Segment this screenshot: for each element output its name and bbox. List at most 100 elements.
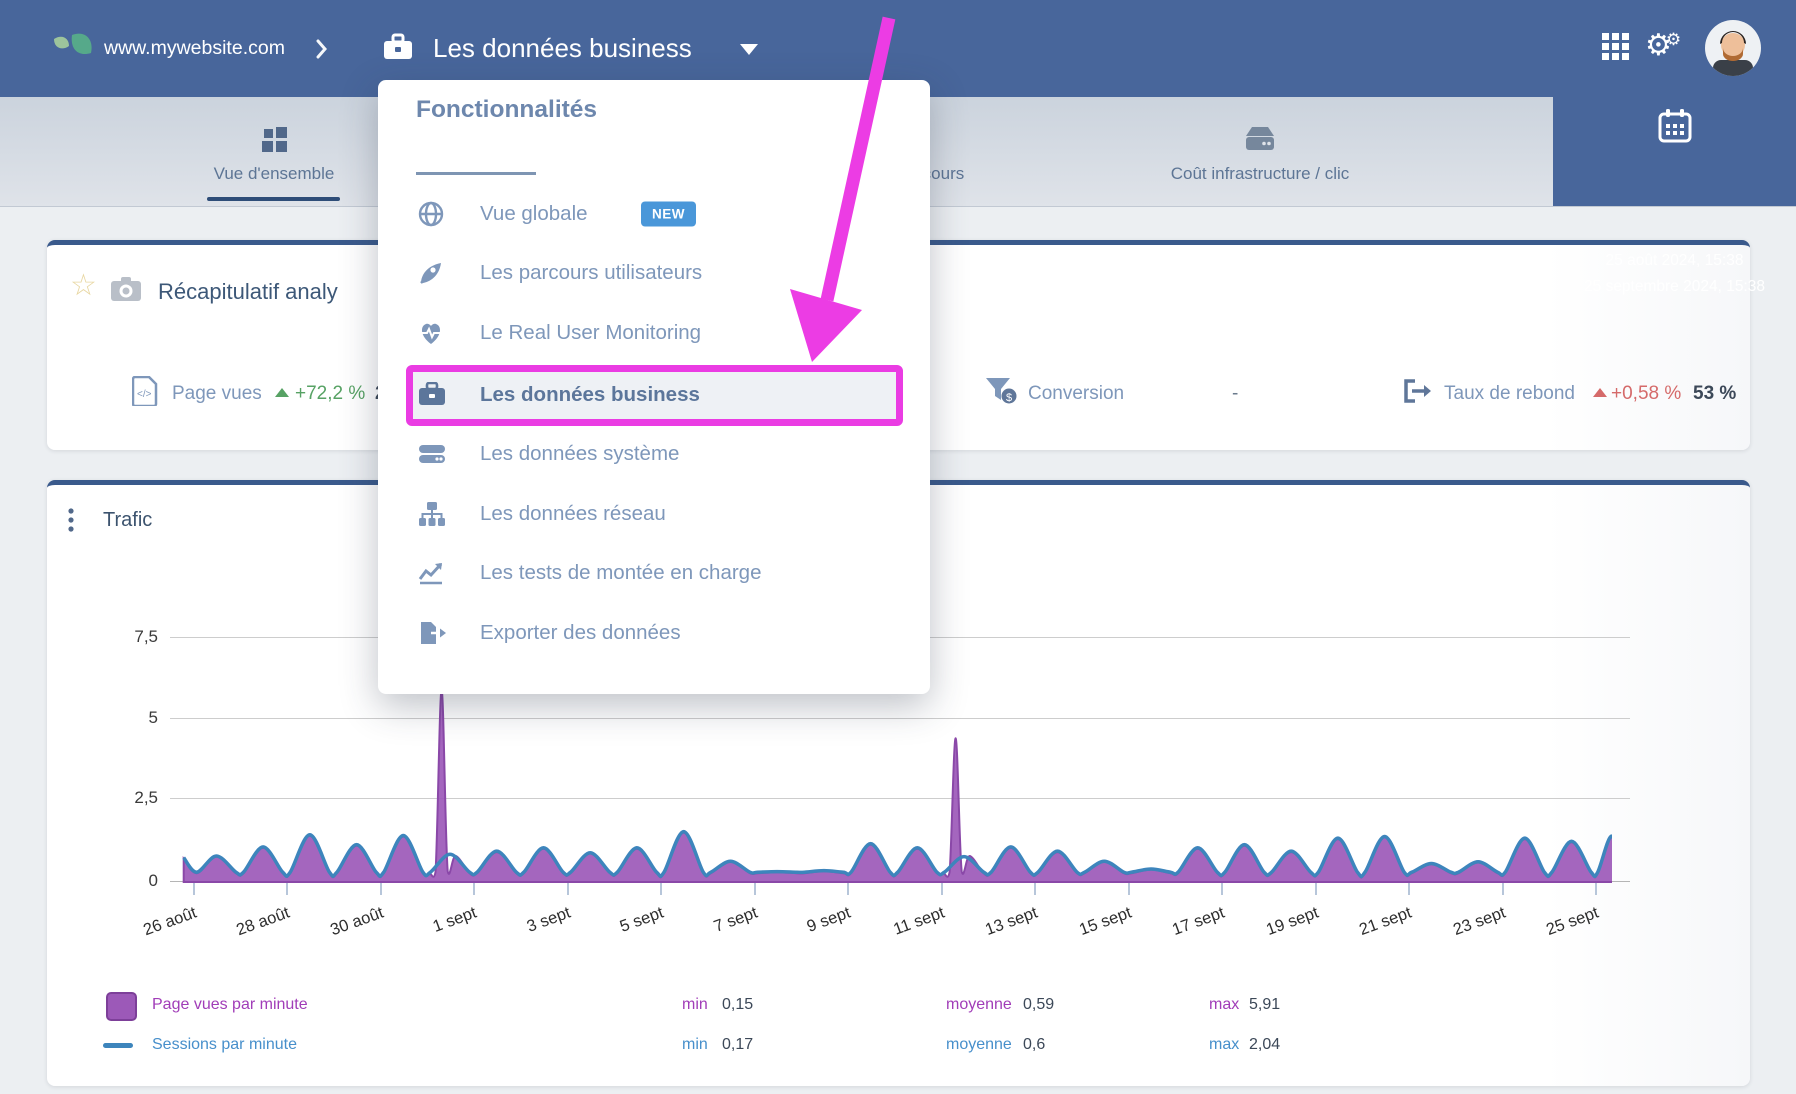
breadcrumb-site[interactable]: www.mywebsite.com xyxy=(104,37,285,59)
x-tick xyxy=(567,882,569,895)
tab-overview[interactable]: Vue d'ensemble xyxy=(213,164,335,183)
legend-label-pageviews[interactable]: Page vues par minute xyxy=(152,996,308,1013)
y-tick-label: 5 xyxy=(148,708,158,727)
stat-min-value: 0,15 xyxy=(722,996,754,1013)
metric-bounce-delta: +0,58 % xyxy=(1611,383,1682,404)
export-icon xyxy=(418,620,450,646)
kebab-menu-icon[interactable] xyxy=(68,508,74,532)
traffic-panel-title: Trafic xyxy=(103,509,153,531)
menu-item-label: Les tests de montée en charge xyxy=(480,561,762,584)
chart-line-icon xyxy=(418,561,450,585)
x-tick xyxy=(1034,882,1036,895)
y-tick-label: 7,5 xyxy=(134,627,158,646)
leaf-logo-icon[interactable] xyxy=(50,26,96,70)
features-dropdown: Fonctionnalités Vue globale NEW Les parc… xyxy=(378,80,930,694)
legend-label-sessions[interactable]: Sessions par minute xyxy=(152,1036,297,1053)
squares-icon xyxy=(259,124,289,154)
up-arrow-icon xyxy=(1593,388,1607,397)
date-start: 25 août 2024, 15:38 xyxy=(1605,252,1744,269)
up-arrow-icon xyxy=(275,388,289,397)
star-icon[interactable]: ☆ xyxy=(70,269,97,302)
briefcase-icon xyxy=(382,33,414,63)
funnel-dollar-icon: $ xyxy=(985,376,1017,406)
svg-text:</>: </> xyxy=(137,389,152,400)
chevron-right-icon xyxy=(316,39,328,59)
dropdown-heading: Fonctionnalités xyxy=(416,96,598,123)
stat-min-label: min xyxy=(682,996,708,1013)
menu-item-label: Le Real User Monitoring xyxy=(480,321,702,344)
stat-avg-label: moyenne xyxy=(946,1036,1012,1053)
caret-down-icon[interactable] xyxy=(740,44,758,55)
menu-item-vue-globale[interactable]: Vue globale NEW xyxy=(378,187,930,241)
gears-icon[interactable]: ⚙⚙ xyxy=(1645,29,1682,62)
x-tick xyxy=(473,882,475,895)
metric-pageviews-delta: +72,2 % xyxy=(295,383,366,404)
x-tick xyxy=(1221,882,1223,895)
menu-item-rum[interactable]: Le Real User Monitoring xyxy=(378,306,930,360)
annotation-highlight-box xyxy=(406,365,903,426)
x-tick xyxy=(193,882,195,895)
y-tick-label: 2,5 xyxy=(134,788,158,807)
exit-arrow-icon xyxy=(1402,378,1432,404)
x-tick xyxy=(1595,882,1597,895)
menu-item-donnees-business[interactable]: Les données business xyxy=(378,368,930,422)
x-tick xyxy=(754,882,756,895)
legend-swatch-sessions[interactable] xyxy=(103,1043,133,1048)
traffic-chart-canvas[interactable] xyxy=(60,550,1612,888)
section-title[interactable]: Les données business xyxy=(433,33,692,63)
metric-pageviews-label[interactable]: Page vues xyxy=(172,383,262,404)
stat-avg-value: 0,59 xyxy=(1023,996,1055,1013)
x-tick xyxy=(1315,882,1317,895)
stat-avg-label: moyenne xyxy=(946,996,1012,1013)
heading-underline xyxy=(416,172,536,175)
stat-avg-value: 0,6 xyxy=(1023,1036,1046,1053)
active-tab-underline xyxy=(207,197,340,201)
stat-max-value: 5,91 xyxy=(1249,996,1281,1013)
metric-bounce-label[interactable]: Taux de rebond xyxy=(1444,383,1575,404)
menu-item-donnees-systeme[interactable]: Les données système xyxy=(378,427,930,481)
menu-item-label: Les données business xyxy=(480,383,700,406)
x-tick xyxy=(660,882,662,895)
summary-panel-title: Récapitulatif analy xyxy=(158,279,338,304)
x-tick xyxy=(1502,882,1504,895)
new-badge: NEW xyxy=(641,201,696,227)
tab-infra-cost[interactable]: Coût infrastructure / clic xyxy=(1170,164,1350,183)
stat-min-label: min xyxy=(682,1036,708,1053)
menu-item-label: Vue globale xyxy=(480,202,588,225)
server-cost-icon xyxy=(1243,126,1277,152)
gridline xyxy=(170,718,1630,719)
menu-item-donnees-reseau[interactable]: Les données réseau xyxy=(378,487,930,541)
date-end: 25 septembre 2024, 15:38 xyxy=(1584,278,1765,295)
camera-icon[interactable] xyxy=(110,276,142,302)
rocket-icon xyxy=(418,260,450,286)
network-icon xyxy=(418,501,450,527)
metric-bounce-value: 53 % xyxy=(1693,383,1737,404)
x-tick xyxy=(1128,882,1130,895)
stat-max-label: max xyxy=(1209,1036,1240,1053)
menu-item-label: Exporter des données xyxy=(480,621,681,644)
menu-item-label: Les données système xyxy=(480,442,680,465)
gridline xyxy=(170,798,1630,799)
x-tick xyxy=(286,882,288,895)
server-icon xyxy=(418,442,450,466)
avatar[interactable] xyxy=(1705,20,1761,76)
stat-max-label: max xyxy=(1209,996,1240,1013)
heart-pulse-icon xyxy=(418,321,450,345)
menu-item-tests-montee-charge[interactable]: Les tests de montée en charge xyxy=(378,546,930,600)
apps-grid-icon[interactable] xyxy=(1602,33,1630,61)
metric-conversion-label[interactable]: Conversion xyxy=(1028,383,1125,404)
calendar-icon xyxy=(1656,107,1694,145)
briefcase-icon xyxy=(418,382,450,408)
globe-icon xyxy=(418,201,450,227)
menu-item-label: Les données réseau xyxy=(480,502,666,525)
legend-swatch-pageviews[interactable] xyxy=(106,992,137,1021)
y-tick-label: 0 xyxy=(148,871,158,890)
date-range-selector[interactable]: 25 août 2024, 15:38 25 septembre 2024, 1… xyxy=(1553,97,1796,295)
menu-item-label: Les parcours utilisateurs xyxy=(480,261,703,284)
tab-parcours-partial[interactable]: rcours xyxy=(917,164,965,183)
menu-item-parcours[interactable]: Les parcours utilisateurs xyxy=(378,246,930,300)
x-tick xyxy=(380,882,382,895)
menu-item-exporter[interactable]: Exporter des données xyxy=(378,606,930,660)
page-code-icon: </> xyxy=(132,376,158,406)
